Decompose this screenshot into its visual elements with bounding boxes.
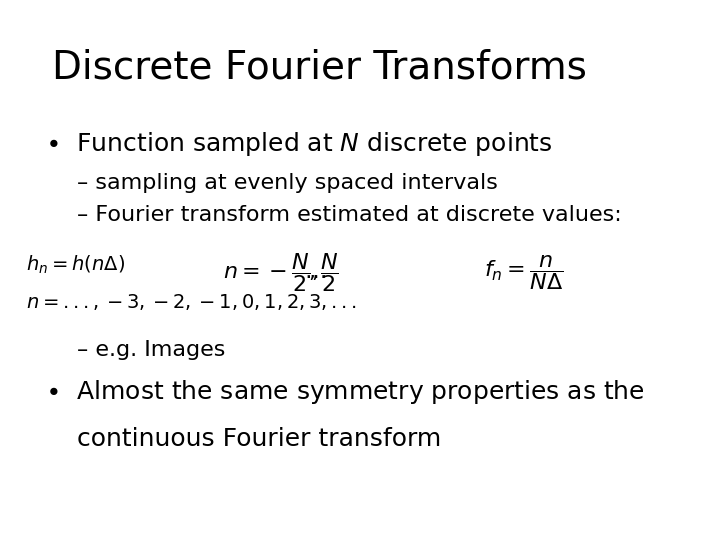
Text: $n = -\dfrac{N}{2},\!\!\!\!\!\ldots\!\!\!\!\!,\dfrac{N}{2}$: $n = -\dfrac{N}{2},\!\!\!\!\!\ldots\!\!\… bbox=[223, 251, 339, 294]
Text: Discrete Fourier Transforms: Discrete Fourier Transforms bbox=[52, 49, 587, 86]
Text: – sampling at evenly spaced intervals: – sampling at evenly spaced intervals bbox=[77, 173, 498, 193]
Text: $\bullet$  Function sampled at $N$ discrete points: $\bullet$ Function sampled at $N$ discre… bbox=[45, 130, 552, 158]
Text: $h_n = h(n\Delta)$: $h_n = h(n\Delta)$ bbox=[26, 254, 125, 276]
Text: $\bullet$  Almost the same symmetry properties as the: $\bullet$ Almost the same symmetry prope… bbox=[45, 378, 644, 406]
Text: $f_n = \dfrac{n}{N\Delta}$: $f_n = \dfrac{n}{N\Delta}$ bbox=[485, 253, 564, 292]
Text: – Fourier transform estimated at discrete values:: – Fourier transform estimated at discret… bbox=[77, 205, 621, 225]
Text: continuous Fourier transform: continuous Fourier transform bbox=[77, 427, 441, 450]
Text: $n = ...,-3,-2,-1,0,1,2,3,...$: $n = ...,-3,-2,-1,0,1,2,3,...$ bbox=[26, 292, 356, 312]
Text: – e.g. Images: – e.g. Images bbox=[77, 340, 225, 360]
